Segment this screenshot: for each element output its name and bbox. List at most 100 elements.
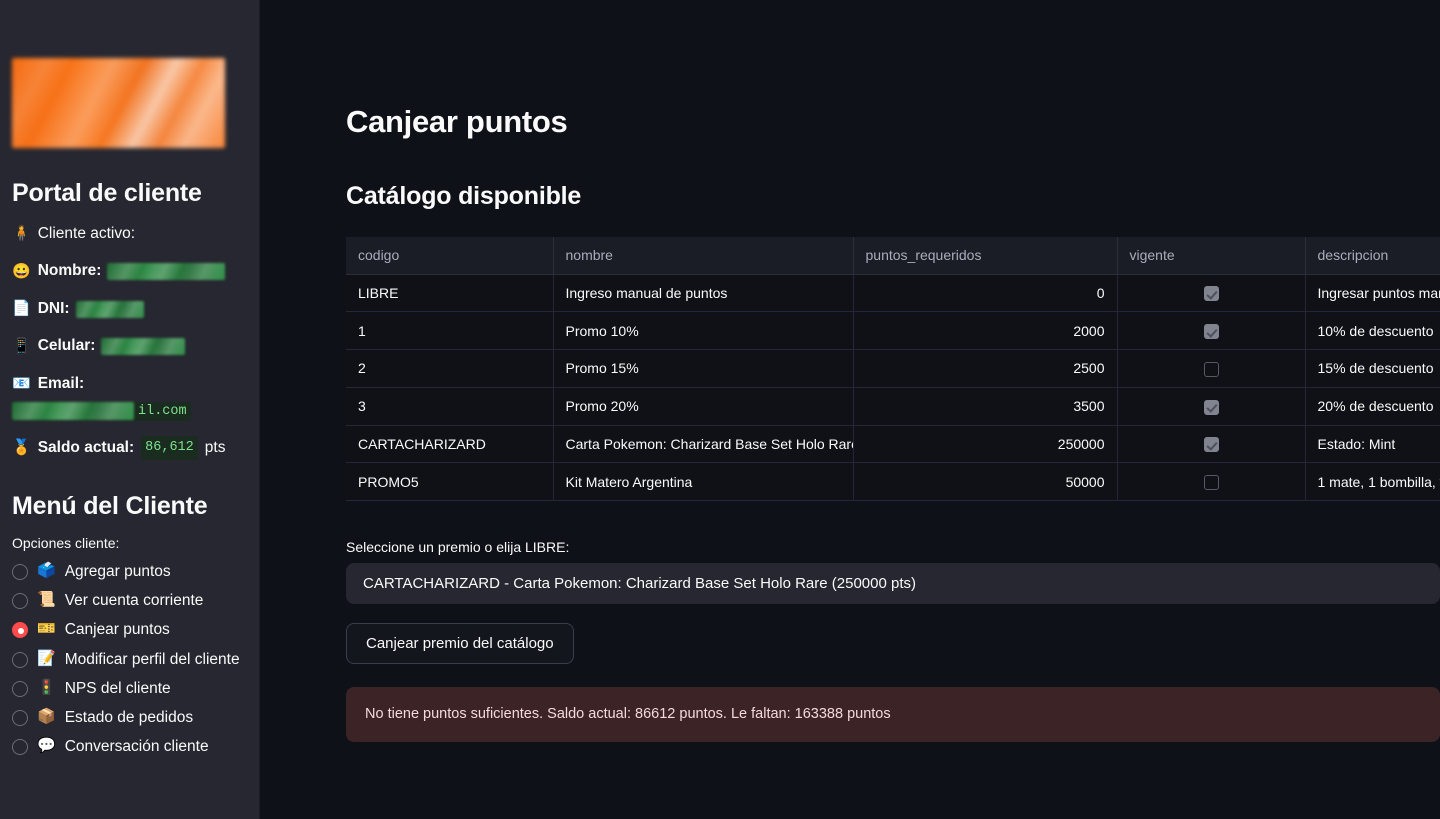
package-box-icon: 📦	[37, 708, 56, 726]
balance-unit: pts	[204, 438, 226, 456]
client-email-row: 📧 Email:	[12, 373, 247, 395]
scroll-icon: 📜	[37, 591, 56, 609]
radio-indicator[interactable]	[12, 739, 28, 756]
cell-codigo: 3	[346, 387, 554, 426]
checkbox-checked-icon	[1203, 286, 1219, 302]
radio-indicator[interactable]	[12, 563, 28, 580]
checkbox-checked-icon	[1203, 324, 1219, 340]
company-logo-banner	[12, 58, 225, 148]
client-menu-radio-group[interactable]: 🗳️ Agregar puntos 📜 Ver cuenta corriente…	[12, 557, 247, 762]
logo-container	[12, 0, 247, 148]
menu-item-nps-cliente[interactable]: 🚦 NPS del cliente	[12, 674, 247, 703]
client-celular-redacted	[101, 338, 186, 356]
cell-puntos: 50000	[853, 462, 1118, 502]
table-row[interactable]: 1 Promo 10% 2000 10% de descuento	[346, 311, 1440, 351]
menu-item-canjear-puntos[interactable]: 🎫 Canjear puntos	[12, 615, 247, 644]
table-row[interactable]: 2 Promo 15% 2500 15% de descuento	[346, 349, 1440, 388]
chat-icon: 💬	[37, 737, 56, 755]
radio-indicator[interactable]	[12, 710, 28, 727]
cell-descripcion: Estado: Mint	[1305, 425, 1440, 464]
cell-codigo: LIBRE	[346, 274, 554, 313]
catalog-table-container[interactable]: codigo nombre puntos_requeridos vigente …	[346, 237, 1440, 502]
balance-label: Saldo actual:	[37, 438, 135, 456]
menu-item-modificar-perfil[interactable]: 📝 Modificar perfil del cliente	[12, 645, 247, 674]
cell-nombre: Carta Pokemon: Charizard Base Set Holo R…	[553, 425, 854, 464]
cell-vigente	[1117, 462, 1306, 502]
balance-row: 🏅 Saldo actual: 86,612 pts	[12, 436, 247, 460]
cell-descripcion: 10% de descuento	[1305, 311, 1440, 351]
table-row[interactable]: LIBRE Ingreso manual de puntos 0 Ingresa…	[346, 274, 1440, 313]
cell-vigente	[1117, 274, 1306, 313]
menu-item-agregar-puntos[interactable]: 🗳️ Agregar puntos	[12, 557, 247, 586]
client-celular-label: Celular:	[37, 337, 96, 355]
checkbox-checked-icon	[1203, 437, 1219, 453]
page-document-icon: 📄	[12, 300, 31, 318]
menu-item-estado-pedidos[interactable]: 📦 Estado de pedidos	[12, 703, 247, 732]
cell-codigo: 2	[346, 349, 554, 388]
cell-descripcion: 20% de descuento	[1305, 387, 1440, 426]
menu-item-label: Conversación cliente	[64, 738, 209, 756]
checkbox-checked-icon	[1203, 399, 1219, 415]
menu-item-ver-cuenta-corriente[interactable]: 📜 Ver cuenta corriente	[12, 586, 247, 615]
menu-item-label: Estado de pedidos	[64, 709, 194, 727]
client-dni-label: DNI:	[37, 299, 70, 317]
radio-indicator[interactable]	[12, 651, 28, 668]
balance-value: 86,612	[141, 436, 198, 460]
cell-descripcion: Ingresar puntos manualmente	[1305, 274, 1440, 313]
cell-nombre: Kit Matero Argentina	[553, 462, 854, 502]
cell-puntos: 0	[853, 274, 1118, 313]
cell-nombre: Promo 15%	[553, 349, 854, 388]
cell-vigente	[1117, 349, 1306, 388]
client-celular-row: 📱 Celular:	[12, 335, 247, 357]
cell-vigente	[1117, 425, 1306, 464]
client-email-redacted	[12, 402, 134, 421]
main-content: Canjear puntos Catálogo disponible codig…	[260, 0, 1440, 819]
cell-puntos: 250000	[853, 425, 1118, 464]
radio-indicator[interactable]	[12, 593, 28, 610]
redeem-catalog-prize-button[interactable]: Canjear premio del catálogo	[346, 623, 574, 665]
table-row[interactable]: CARTACHARIZARD Carta Pokemon: Charizard …	[346, 425, 1440, 464]
menu-title: Menú del Cliente	[12, 491, 208, 520]
options-label: Opciones cliente:	[12, 534, 120, 551]
table-row[interactable]: PROMO5 Kit Matero Argentina 50000 1 mate…	[346, 462, 1440, 502]
prize-select[interactable]: CARTACHARIZARD - Carta Pokemon: Charizar…	[346, 563, 1440, 605]
catalog-section-title: Catálogo disponible	[346, 182, 582, 210]
cell-codigo: 1	[346, 311, 554, 351]
mobile-phone-icon: 📱	[12, 337, 31, 355]
catalog-table: codigo nombre puntos_requeridos vigente …	[346, 237, 1440, 502]
cell-puntos: 2000	[853, 311, 1118, 351]
radio-indicator[interactable]	[12, 622, 28, 639]
catalog-table-body: LIBRE Ingreso manual de puntos 0 Ingresa…	[346, 274, 1440, 502]
column-header-vigente[interactable]: vigente	[1117, 237, 1306, 275]
cell-vigente	[1117, 311, 1306, 351]
cell-codigo: CARTACHARIZARD	[346, 425, 554, 464]
column-header-nombre[interactable]: nombre	[553, 237, 854, 275]
column-header-puntos-requeridos[interactable]: puntos_requeridos	[853, 237, 1118, 275]
table-row[interactable]: 3 Promo 20% 3500 20% de descuento	[346, 387, 1440, 426]
sidebar: Portal de cliente 🧍 Cliente activo: 😀 No…	[0, 0, 260, 819]
menu-item-label: Agregar puntos	[64, 562, 171, 580]
client-dni-redacted	[75, 300, 144, 318]
cell-nombre: Ingreso manual de puntos	[553, 274, 854, 313]
standing-person-icon: 🧍	[12, 225, 31, 243]
medal-icon: 🏅	[12, 439, 31, 457]
radio-indicator[interactable]	[12, 680, 28, 697]
client-email-value-row: il.com	[12, 401, 247, 422]
client-name-redacted	[107, 263, 226, 281]
traffic-light-icon: 🚦	[37, 678, 56, 696]
column-header-descripcion[interactable]: descripcion	[1305, 237, 1440, 275]
cell-puntos: 3500	[853, 387, 1118, 426]
smiley-face-icon: 😀	[12, 262, 31, 280]
client-active-label: Cliente activo:	[37, 225, 136, 242]
menu-item-label: NPS del cliente	[64, 679, 171, 697]
prize-select-label: Seleccione un premio o elija LIBRE:	[346, 539, 570, 556]
client-dni-row: 📄 DNI:	[12, 298, 247, 320]
menu-item-label: Modificar perfil del cliente	[64, 650, 240, 668]
column-header-codigo[interactable]: codigo	[346, 237, 554, 275]
envelope-icon: 📧	[12, 375, 31, 393]
error-message-text: No tiene puntos suficientes. Saldo actua…	[365, 706, 891, 723]
client-email-label: Email:	[37, 374, 85, 392]
cell-nombre: Promo 10%	[553, 311, 854, 351]
menu-item-conversacion-cliente[interactable]: 💬 Conversación cliente	[12, 732, 247, 761]
